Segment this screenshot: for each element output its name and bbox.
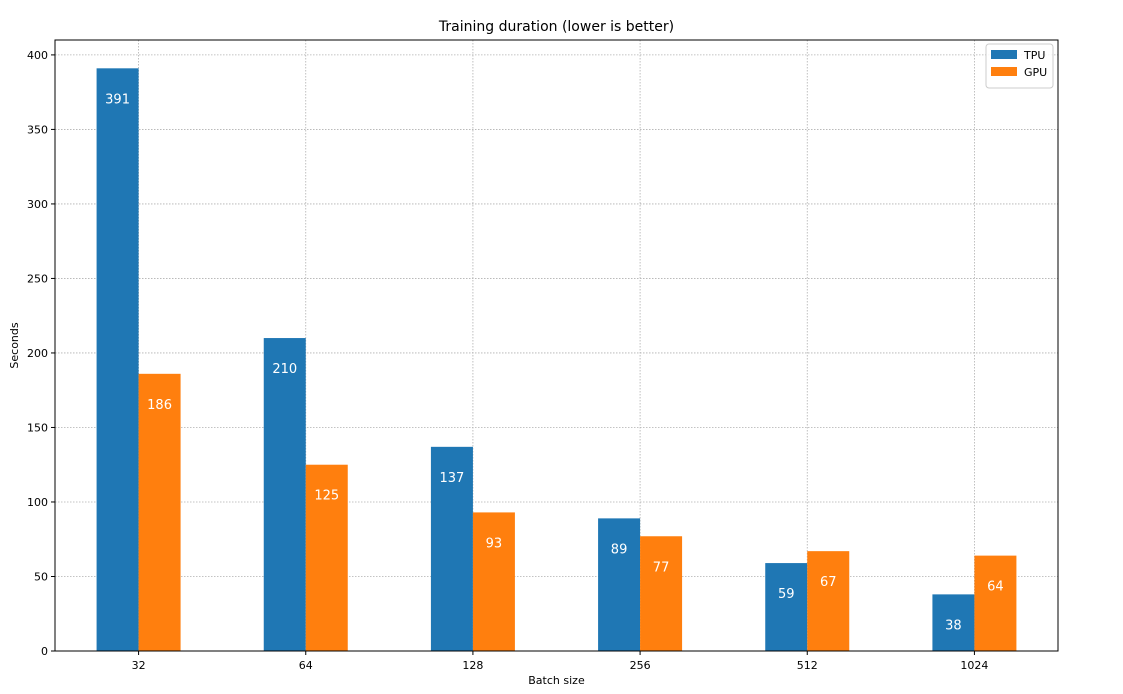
bar-gpu	[640, 536, 683, 651]
bar-tpu	[96, 68, 139, 651]
y-tick-label: 300	[27, 198, 48, 211]
x-tick-label: 512	[797, 659, 818, 672]
legend: TPU GPU	[985, 43, 1054, 89]
data-label: 137	[440, 471, 465, 486]
y-tick-label: 50	[34, 570, 48, 583]
y-tick-label: 200	[27, 347, 48, 360]
bar-tpu	[263, 338, 306, 651]
bar-tpu	[430, 446, 473, 651]
data-label: 125	[314, 489, 339, 504]
data-label: 59	[778, 587, 795, 602]
bar-gpu	[472, 512, 515, 651]
axes-layer: 0 50 100 150 200 250 300 350 400 32 64 128 256 512 102…	[27, 49, 988, 672]
bar-tpu	[932, 594, 975, 651]
y-axis-label: Seconds	[8, 322, 21, 368]
bar-gpu	[305, 464, 348, 651]
y-tick-label: 100	[27, 496, 48, 509]
legend-swatch-tpu	[991, 50, 1017, 59]
data-label: 89	[611, 542, 628, 557]
x-axis-label: Batch size	[528, 674, 585, 687]
bar-gpu	[138, 373, 181, 651]
data-label: 64	[987, 580, 1004, 595]
bar-gpu	[807, 551, 850, 651]
data-labels-layer: 391 186 210 125 137 93 89 77 59 67 38 64	[105, 92, 1004, 633]
y-tick-label: 250	[27, 272, 48, 285]
data-label: 67	[820, 575, 837, 590]
x-tick-label: 1024	[960, 659, 988, 672]
bar-tpu	[765, 563, 808, 651]
data-label: 186	[147, 398, 172, 413]
data-label: 391	[105, 92, 130, 107]
y-tick-label: 350	[27, 123, 48, 136]
x-tick-label: 64	[299, 659, 313, 672]
plot-frame	[54, 39, 1059, 652]
y-tick-label: 150	[27, 421, 48, 434]
legend-swatch-gpu	[991, 67, 1017, 76]
legend-label-tpu: TPU	[1023, 49, 1045, 62]
data-label: 38	[945, 618, 962, 633]
bars-layer	[96, 68, 1017, 651]
data-label: 77	[653, 560, 670, 575]
bar-gpu	[974, 555, 1017, 651]
data-label: 210	[272, 362, 297, 377]
legend-label-gpu: GPU	[1024, 66, 1047, 79]
x-tick-label: 256	[630, 659, 651, 672]
x-tick-label: 32	[132, 659, 146, 672]
x-tick-label: 128	[462, 659, 483, 672]
chart-title: Training duration (lower is better)	[438, 19, 674, 35]
y-tick-label: 400	[27, 49, 48, 62]
data-label: 93	[486, 536, 503, 551]
bar-tpu	[598, 518, 641, 651]
y-tick-label: 0	[41, 645, 48, 658]
